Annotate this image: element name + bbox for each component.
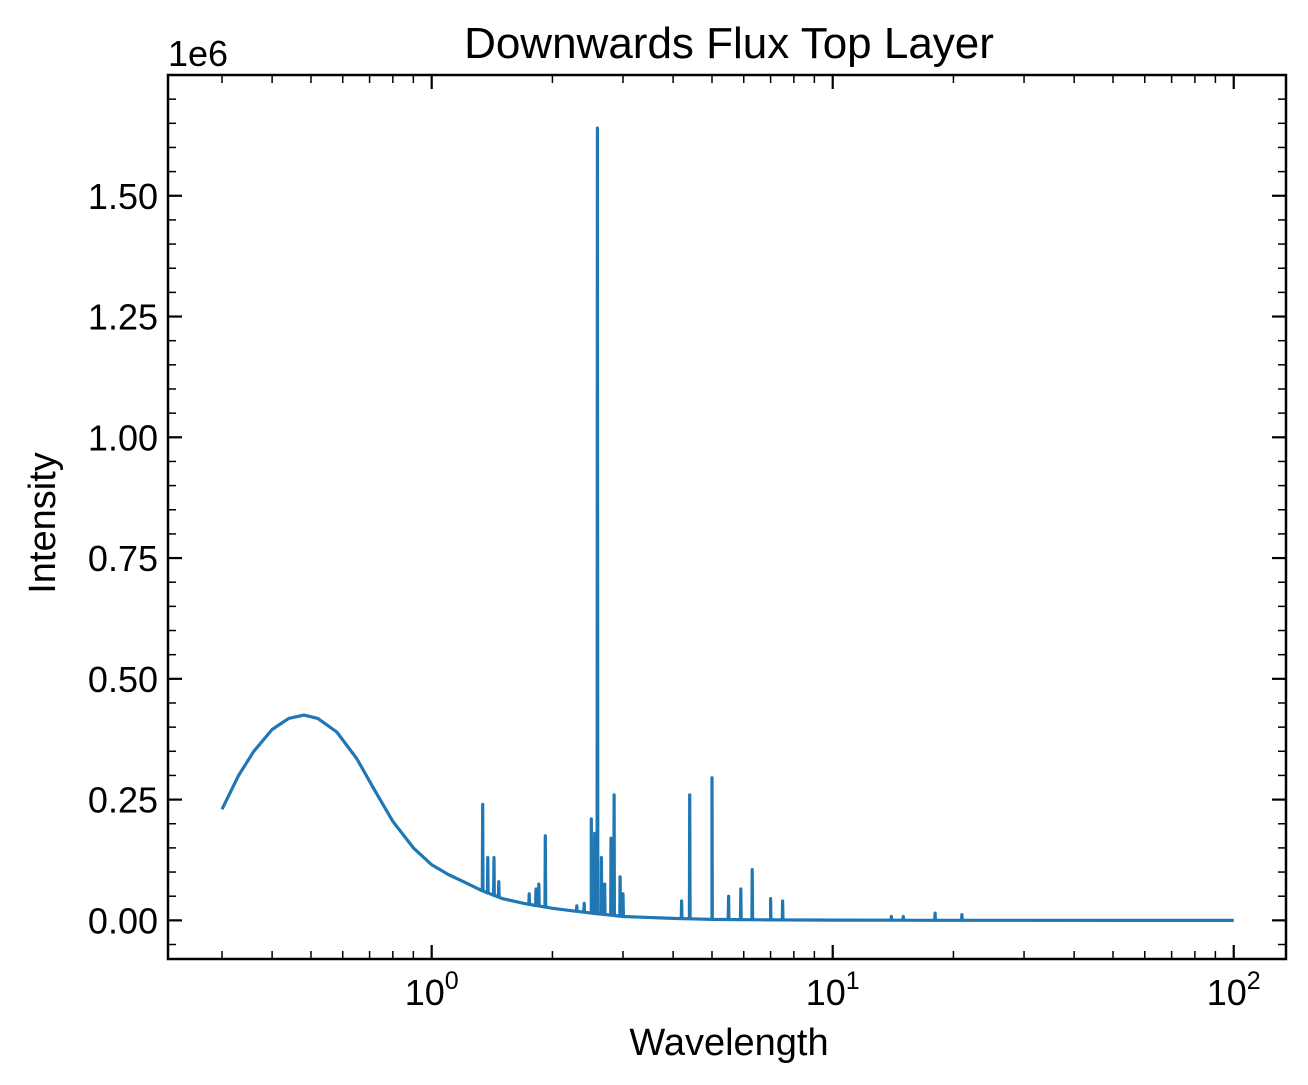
- x-tick-label: 102: [1207, 967, 1261, 1013]
- x-tick-label: 101: [806, 967, 860, 1013]
- series-line: [220, 126, 1234, 922]
- y-tick-label: 0.75: [88, 538, 158, 579]
- chart-title: Downwards Flux Top Layer: [464, 19, 994, 68]
- plot-frame: [166, 73, 1288, 961]
- y-tick-label: 1.00: [88, 417, 158, 458]
- y-tick-label: 1.25: [88, 297, 158, 338]
- x-axis-label: Wavelength: [629, 1022, 828, 1064]
- y-offset-label: 1e6: [168, 33, 228, 74]
- y-axis-label: Intensity: [22, 452, 64, 594]
- axis-ticks: [168, 75, 1286, 959]
- y-tick-label: 0.50: [88, 659, 158, 700]
- y-tick-label: 1.50: [88, 176, 158, 217]
- y-tick-label: 0.00: [88, 900, 158, 941]
- tick-labels: 100 101 102 0.00 0.25 0.50 0.75 1.00 1.25 1.50: [88, 176, 1261, 1013]
- y-tick-label: 0.25: [88, 780, 158, 821]
- x-tick-label: 100: [405, 967, 459, 1013]
